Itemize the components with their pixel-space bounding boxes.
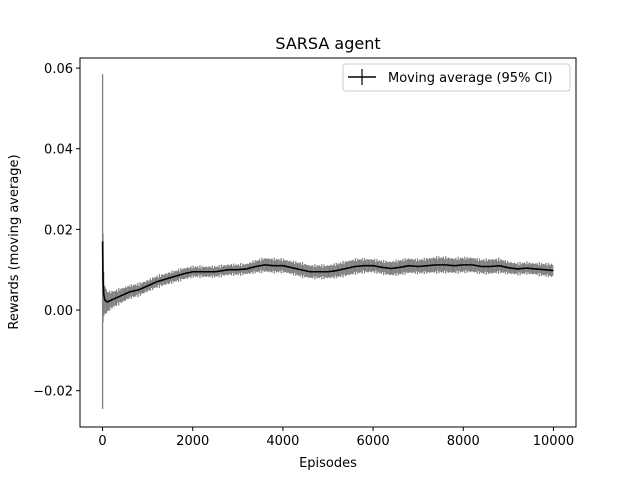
x-axis-ticks: 0 2000 4000 6000 8000 10000	[98, 427, 574, 449]
legend-entry-moving-average: Moving average (95% CI)	[388, 71, 553, 86]
y-tick-label: 0.04	[44, 143, 73, 158]
x-tick-label: 8000	[447, 434, 480, 449]
legend: Moving average (95% CI)	[342, 63, 571, 92]
plot-area	[101, 74, 554, 409]
y-tick-label: 0.02	[44, 223, 73, 238]
x-tick-label: 4000	[266, 434, 299, 449]
x-tick-label: 0	[98, 434, 106, 449]
y-axis-ticks: −0.02 0.00 0.02 0.04 0.06	[33, 62, 80, 400]
legend-box	[342, 63, 571, 92]
moving-average-line-group	[101, 241, 554, 303]
moving-average-line	[101, 241, 554, 303]
chart-title: SARSA agent	[275, 34, 380, 53]
y-tick-label: 0.00	[44, 304, 73, 319]
x-tick-label: 10000	[533, 434, 574, 449]
x-axis-label: Episodes	[299, 456, 357, 471]
y-axis-label: Rewards (moving average)	[7, 154, 22, 329]
x-tick-label: 2000	[176, 434, 209, 449]
x-tick-label: 6000	[357, 434, 390, 449]
axes-frame	[79, 57, 577, 428]
y-tick-label: −0.02	[33, 385, 73, 400]
y-tick-label: 0.06	[44, 62, 73, 77]
